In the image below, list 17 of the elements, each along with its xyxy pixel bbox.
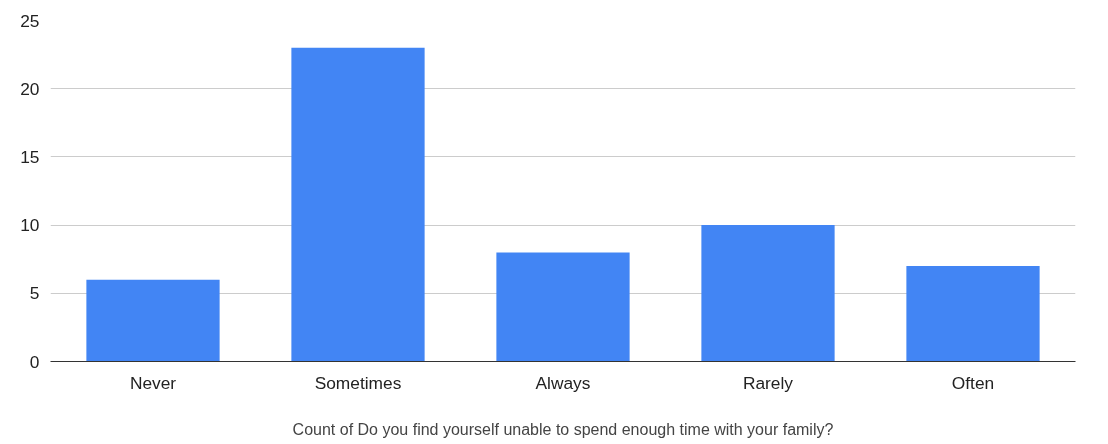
y-tick-label: 5: [29, 283, 40, 304]
y-tick-label: 10: [20, 215, 40, 236]
x-axis-title: Count of Do you find yourself unable to spend enough time with your family?: [292, 420, 834, 438]
y-tick-label: 0: [29, 351, 40, 372]
bar: [86, 279, 220, 362]
x-tick-label: Always: [535, 372, 591, 393]
x-tick-label: Rarely: [742, 372, 794, 393]
x-tick-label: Sometimes: [314, 372, 402, 393]
y-tick-label: 25: [20, 10, 40, 31]
y-tick-label: 20: [20, 78, 40, 99]
x-tick-label: Never: [129, 372, 177, 393]
bar: [701, 225, 835, 362]
bar: [906, 266, 1040, 362]
bar: [496, 252, 630, 362]
y-tick-label: 15: [20, 146, 40, 167]
bar: [291, 47, 425, 362]
x-tick-label: Often: [951, 372, 995, 393]
